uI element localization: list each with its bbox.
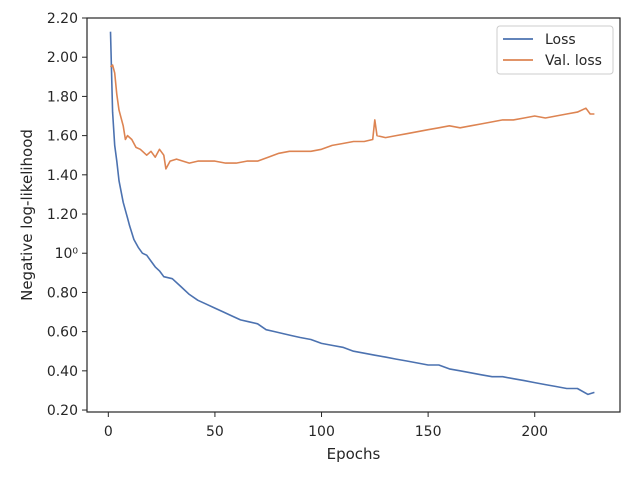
x-tick-label: 100 xyxy=(308,424,335,440)
y-tick-label: 0.80 xyxy=(47,285,78,301)
x-tick-label: 150 xyxy=(415,424,442,440)
series-line-val-loss xyxy=(109,64,595,170)
x-tick-label: 200 xyxy=(521,424,548,440)
y-tick-label: 1.40 xyxy=(47,168,78,184)
y-tick-label: 1.20 xyxy=(47,207,78,223)
x-axis-ticks: 0 50 100 150 200 xyxy=(104,412,548,440)
plot-frame xyxy=(86,17,621,413)
y-tick-label: 10⁰ xyxy=(55,246,79,262)
legend: Loss Val. loss xyxy=(496,25,614,75)
y-tick-label: 1.80 xyxy=(47,89,78,105)
legend-label-loss: Loss xyxy=(545,32,576,48)
legend-label-val-loss: Val. loss xyxy=(545,53,602,69)
y-axis-title: Negative log-likelihood xyxy=(18,129,36,301)
y-tick-label: 0.40 xyxy=(47,364,78,380)
plot-lines xyxy=(109,31,595,396)
legend-box xyxy=(496,25,614,75)
series-line-loss xyxy=(109,31,595,396)
x-tick-label: 50 xyxy=(206,424,224,440)
y-tick-label: 0.60 xyxy=(47,325,78,341)
y-tick-label: 0.20 xyxy=(47,403,78,419)
x-axis-title: Epochs xyxy=(327,445,381,463)
y-tick-label: 1.60 xyxy=(47,129,78,145)
y-axis-ticks: 0.20 0.40 0.60 0.80 10⁰ 1.20 1.40 1.60 1.80 2.00 2… xyxy=(47,11,87,419)
y-tick-label: 2.20 xyxy=(47,11,78,27)
y-tick-label: 2.00 xyxy=(47,50,78,66)
x-tick-label: 0 xyxy=(104,424,113,440)
